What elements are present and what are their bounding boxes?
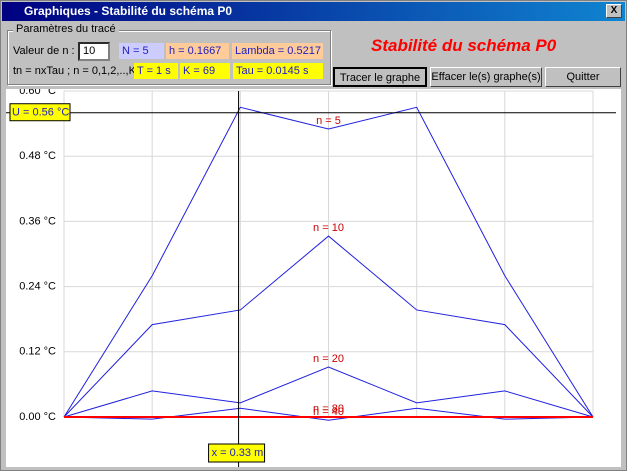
n-box: N = 5 bbox=[119, 43, 164, 59]
y-tick-label: 0.36 °C bbox=[19, 215, 56, 227]
button[interactable]: Quitter bbox=[545, 67, 621, 87]
close-button[interactable]: X bbox=[606, 4, 622, 18]
group-box bbox=[7, 30, 331, 85]
series-line bbox=[63, 366, 594, 418]
y-tick-label: 0.12 °C bbox=[19, 346, 56, 358]
series-label: n = 5 bbox=[316, 115, 341, 127]
heading: Stabilité du schéma P0 bbox=[371, 36, 557, 55]
series-label: n = 80 bbox=[313, 403, 344, 415]
chart: 0.00 °C 0.12 °C 0.24 °C 0.36 °C 0.48 °C 0.60 … bbox=[6, 89, 621, 467]
window-title: Graphiques - Stabilité du schéma P0 bbox=[24, 4, 233, 18]
lambda-box: Lambda = 0.5217 bbox=[232, 43, 323, 59]
tau-box: Tau = 0.0145 s bbox=[233, 63, 323, 79]
n-input[interactable]: 10 bbox=[78, 42, 110, 61]
series-label: n = 20 bbox=[313, 353, 344, 365]
y-tick-label: 0.24 °C bbox=[19, 281, 56, 293]
series-line bbox=[63, 106, 594, 418]
y-tick-label: 0.48 °C bbox=[19, 150, 56, 162]
h-box: h = 0.1667 bbox=[166, 43, 229, 59]
group-title: Paramètres du tracé bbox=[13, 23, 119, 35]
series-label: n = 10 bbox=[313, 222, 344, 234]
y-tick-label: 0.00 °C bbox=[19, 411, 56, 423]
k-box: K = 69 bbox=[180, 63, 230, 79]
series-line bbox=[63, 235, 594, 418]
formula: tn = nxTau ; n = 0,1,2,..,K bbox=[13, 65, 136, 77]
cursor-x-label: x = 0.33 m bbox=[212, 447, 264, 459]
series-line bbox=[63, 407, 594, 421]
cursor-y-label: U = 0.56 °C bbox=[12, 107, 69, 119]
cursor-label-box bbox=[9, 103, 71, 122]
y-tick-label: 0.60 °C bbox=[19, 89, 56, 97]
t-box: T = 1 s bbox=[134, 63, 178, 79]
series-label: n = 40 bbox=[313, 406, 344, 418]
title-bar: Graphiques - Stabilité du schéma P0 bbox=[2, 2, 625, 21]
cursor-label-box bbox=[208, 443, 266, 463]
n-label: Valeur de n : bbox=[13, 45, 75, 57]
button[interactable]: Effacer le(s) graphe(s) bbox=[430, 67, 542, 87]
button[interactable]: Tracer le graphe bbox=[333, 67, 427, 87]
